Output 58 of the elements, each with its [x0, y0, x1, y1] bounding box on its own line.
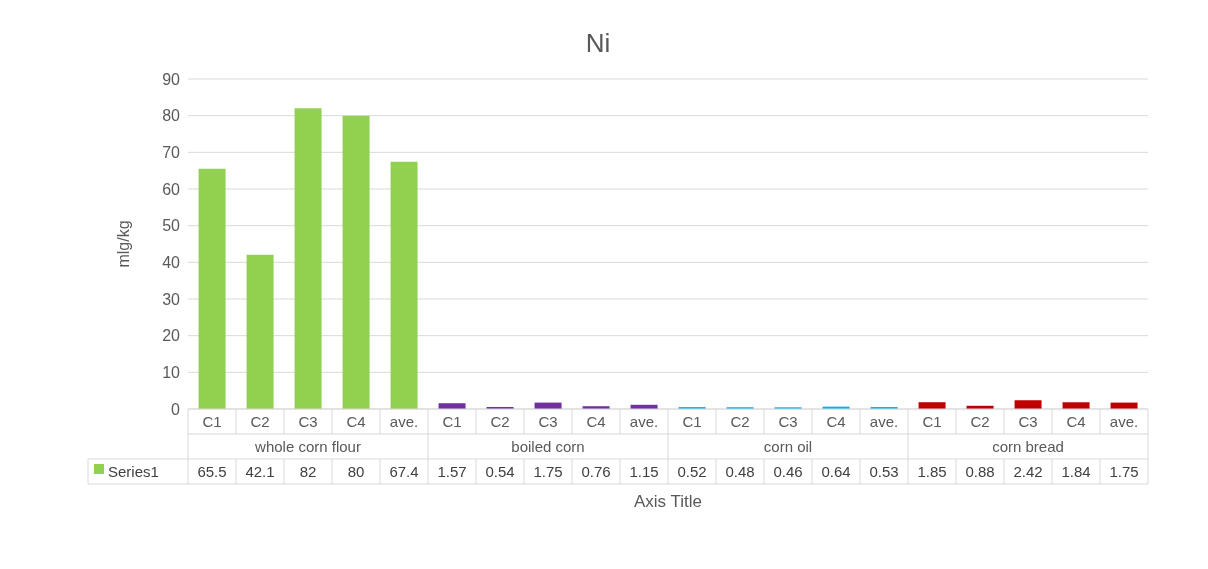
x-tick-label: C2	[730, 413, 750, 430]
x-tick-label: C3	[778, 413, 798, 430]
x-tick-label: C1	[202, 413, 222, 430]
y-tick-label: 80	[162, 107, 181, 125]
x-tick-label: C1	[922, 413, 942, 430]
x-tick-label: ave.	[389, 413, 419, 430]
x-axis-title: Axis Title	[633, 492, 703, 511]
data-label: 2.42	[1013, 463, 1043, 480]
x-tick-label: C3	[1018, 413, 1038, 430]
x-tick-label: C2	[490, 413, 510, 430]
text: corn oil	[763, 438, 813, 455]
x-tick-label: ave.	[1109, 413, 1139, 430]
x-tick-label: C4	[346, 413, 366, 430]
x-tick-label: C4	[586, 413, 606, 430]
x-tick-label: C4	[826, 413, 846, 430]
data-label: 1.75	[1109, 463, 1139, 480]
data-label: 80	[347, 463, 365, 480]
y-tick-label: 0	[171, 400, 181, 418]
data-label: 82	[299, 463, 317, 480]
data-label: 0.53	[869, 463, 899, 480]
x-tick-label: C1	[682, 413, 702, 430]
y-tick-label: 90	[162, 70, 181, 88]
x-tick-label: ave.	[869, 413, 899, 430]
y-tick-label: 60	[162, 180, 181, 198]
x-tick-label: C4	[1066, 413, 1086, 430]
data-label: 0.46	[773, 463, 803, 480]
x-tick-label: C3	[298, 413, 318, 430]
y-tick-label: 20	[162, 327, 181, 345]
chart-title: Ni	[584, 27, 612, 59]
data-label: 0.52	[677, 463, 707, 480]
data-label: 42.1	[245, 463, 275, 480]
y-tick-label: 70	[162, 144, 181, 162]
data-label: 1.57	[437, 463, 467, 480]
data-label: 0.88	[965, 463, 995, 480]
x-tick-label: C1	[442, 413, 462, 430]
x-tick-label: C3	[538, 413, 558, 430]
data-label: 0.64	[821, 463, 851, 480]
data-label: 1.84	[1061, 463, 1091, 480]
x-tick-label: C2	[970, 413, 990, 430]
data-label: 67.4	[389, 463, 419, 480]
data-label: 1.75	[533, 463, 563, 480]
y-axis-title: mlg/kg	[114, 220, 132, 268]
y-tick-label: 10	[162, 364, 181, 382]
legend-label: Series1	[108, 463, 159, 480]
data-label: 65.5	[197, 463, 227, 480]
text: boiled corn	[511, 438, 585, 455]
x-tick-label: C2	[250, 413, 270, 430]
x-tick-label: ave.	[629, 413, 659, 430]
data-label: 0.54	[485, 463, 515, 480]
y-tick-label: 40	[162, 254, 181, 272]
y-tick-label: 30	[162, 290, 181, 308]
text: whole corn flour	[254, 438, 361, 455]
text: corn bread	[992, 438, 1064, 455]
data-label: 0.76	[581, 463, 611, 480]
data-label: 0.48	[725, 463, 755, 480]
data-label: 1.15	[629, 463, 659, 480]
y-tick-label: 50	[162, 217, 181, 235]
data-label: 1.85	[917, 463, 947, 480]
